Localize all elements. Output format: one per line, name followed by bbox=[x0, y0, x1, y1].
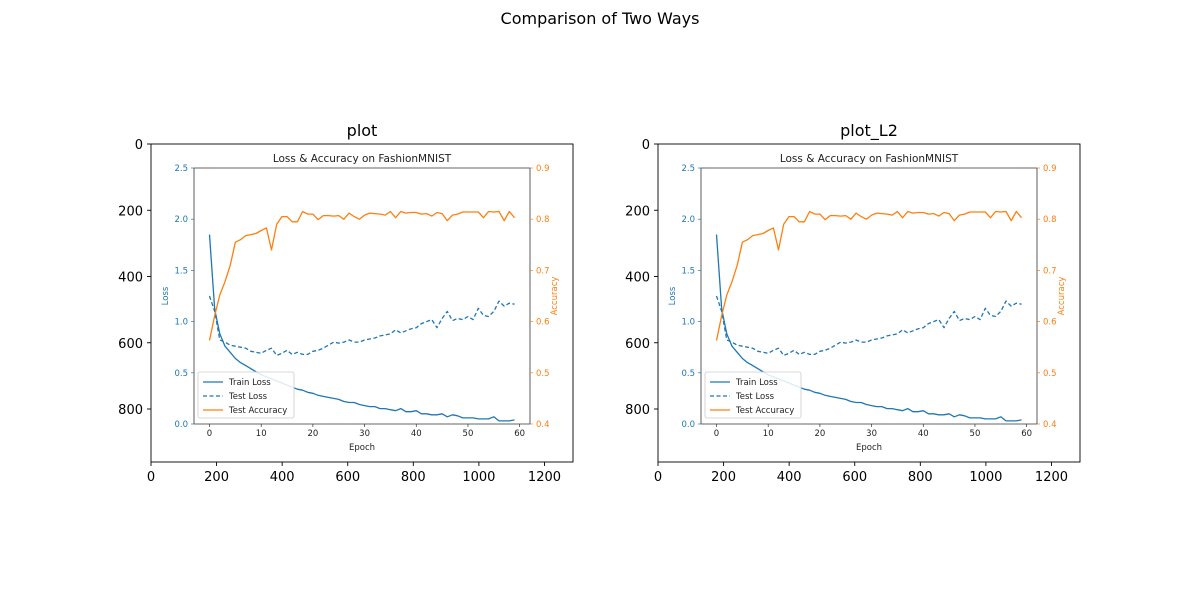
inner-y2-tick-label: 0.5 bbox=[1043, 369, 1057, 379]
outer-y-tick-label: 0 bbox=[135, 138, 143, 153]
inner-y-tick-label: 2.0 bbox=[681, 215, 695, 225]
inner-y-tick-label: 0.0 bbox=[174, 420, 188, 430]
inner-x-tick-label: 40 bbox=[411, 429, 422, 439]
outer-x-tick-label: 600 bbox=[842, 470, 867, 485]
outer-x-tick-label: 0 bbox=[654, 470, 662, 485]
inner-y2-axis-label: Accuracy bbox=[1057, 277, 1067, 316]
inner-y2-tick-label: 0.8 bbox=[536, 215, 550, 225]
inner-x-tick-label: 60 bbox=[514, 429, 525, 439]
legend-label: Train Loss bbox=[735, 378, 778, 388]
outer-x-tick-label: 0 bbox=[147, 470, 155, 485]
inner-y2-tick-label: 0.7 bbox=[536, 266, 550, 276]
outer-y-tick-label: 200 bbox=[625, 204, 650, 219]
outer-x-tick-label: 400 bbox=[270, 470, 295, 485]
legend-label: Train Loss bbox=[228, 378, 271, 388]
outer-y-tick-label: 600 bbox=[118, 337, 143, 352]
figure-title: Comparison of Two Ways bbox=[500, 9, 700, 28]
inner-y-axis-label: Loss bbox=[161, 286, 171, 305]
inner-x-tick-label: 50 bbox=[970, 429, 981, 439]
legend-box bbox=[197, 371, 295, 419]
inner-y-tick-label: 0.5 bbox=[174, 369, 188, 379]
outer-y-tick-label: 800 bbox=[118, 403, 143, 418]
inner-x-tick-label: 20 bbox=[307, 429, 318, 439]
outer-x-tick-label: 200 bbox=[204, 470, 229, 485]
inner-y2-tick-label: 0.7 bbox=[1043, 266, 1057, 276]
subplot-1: plot_L20 200 400 600 800 1000 1200020040060080… bbox=[625, 121, 1081, 485]
legend-label: Test Loss bbox=[228, 392, 268, 402]
outer-y-tick-label: 400 bbox=[118, 271, 143, 286]
inner-y-tick-label: 2.0 bbox=[174, 215, 188, 225]
inner-y2-tick-label: 0.6 bbox=[536, 318, 550, 328]
outer-x-tick-label: 800 bbox=[908, 470, 933, 485]
legend-label: Test Accuracy bbox=[228, 406, 287, 416]
outer-x-tick-label: 400 bbox=[777, 470, 802, 485]
inner-y-tick-label: 2.5 bbox=[681, 164, 695, 174]
inner-x-tick-label: 60 bbox=[1021, 429, 1032, 439]
outer-x-tick-label: 1200 bbox=[1035, 470, 1068, 485]
inner-y-tick-label: 1.5 bbox=[681, 266, 695, 276]
inner-y2-tick-label: 0.5 bbox=[536, 369, 550, 379]
outer-x-tick-label: 800 bbox=[401, 470, 426, 485]
inner-y-axis-label: Loss bbox=[668, 286, 678, 305]
inner-y-tick-label: 1.5 bbox=[174, 266, 188, 276]
inner-chart-title: Loss & Accuracy on FashionMNIST bbox=[273, 153, 452, 165]
series-line-test-loss bbox=[208, 295, 515, 357]
outer-x-tick-label: 600 bbox=[335, 470, 360, 485]
inner-y-tick-label: 0.0 bbox=[681, 420, 695, 430]
outer-x-tick-label: 1000 bbox=[969, 470, 1002, 485]
inner-x-tick-label: 0 bbox=[714, 429, 719, 439]
inner-y2-tick-label: 0.4 bbox=[536, 420, 550, 430]
subplot-title: plot bbox=[347, 121, 378, 140]
inner-y2-tick-label: 0.9 bbox=[536, 164, 550, 174]
outer-y-tick-label: 400 bbox=[625, 271, 650, 286]
subplot-title: plot_L2 bbox=[840, 121, 898, 141]
outer-y-tick-label: 200 bbox=[118, 204, 143, 219]
inner-y2-tick-label: 0.9 bbox=[1043, 164, 1057, 174]
inner-y2-tick-label: 0.8 bbox=[1043, 215, 1057, 225]
series-line-test-accuracy bbox=[715, 210, 1022, 341]
inner-x-tick-label: 50 bbox=[463, 429, 474, 439]
inner-y2-tick-label: 0.4 bbox=[1043, 420, 1057, 430]
inner-x-tick-label: 20 bbox=[814, 429, 825, 439]
inner-y-tick-label: 1.0 bbox=[681, 318, 695, 328]
inner-y2-tick-label: 0.6 bbox=[1043, 318, 1057, 328]
legend-box bbox=[704, 371, 802, 419]
outer-x-tick-label: 200 bbox=[711, 470, 736, 485]
inner-x-tick-label: 30 bbox=[866, 429, 877, 439]
series-line-test-loss bbox=[715, 295, 1022, 357]
outer-axes-frame bbox=[657, 143, 1081, 463]
inner-x-tick-label: 40 bbox=[918, 429, 929, 439]
outer-y-tick-label: 0 bbox=[642, 138, 650, 153]
inner-x-tick-label: 0 bbox=[207, 429, 212, 439]
inner-y-tick-label: 1.0 bbox=[174, 318, 188, 328]
inner-x-tick-label: 10 bbox=[763, 429, 774, 439]
legend-label: Test Loss bbox=[735, 392, 775, 402]
inner-x-tick-label: 30 bbox=[359, 429, 370, 439]
inner-x-tick-label: 10 bbox=[256, 429, 267, 439]
inner-y-tick-label: 0.5 bbox=[681, 369, 695, 379]
outer-y-tick-label: 600 bbox=[625, 337, 650, 352]
outer-y-tick-label: 800 bbox=[625, 403, 650, 418]
series-line-test-accuracy bbox=[208, 210, 515, 341]
outer-axes-frame bbox=[150, 143, 574, 463]
outer-x-tick-label: 1000 bbox=[462, 470, 495, 485]
inner-y-tick-label: 2.5 bbox=[174, 164, 188, 174]
outer-x-tick-label: 1200 bbox=[528, 470, 561, 485]
inner-x-axis-label: Epoch bbox=[349, 443, 375, 453]
inner-y2-axis-label: Accuracy bbox=[550, 277, 560, 316]
inner-chart-title: Loss & Accuracy on FashionMNIST bbox=[780, 153, 959, 165]
inner-x-axis-label: Epoch bbox=[856, 443, 882, 453]
legend-label: Test Accuracy bbox=[735, 406, 794, 416]
